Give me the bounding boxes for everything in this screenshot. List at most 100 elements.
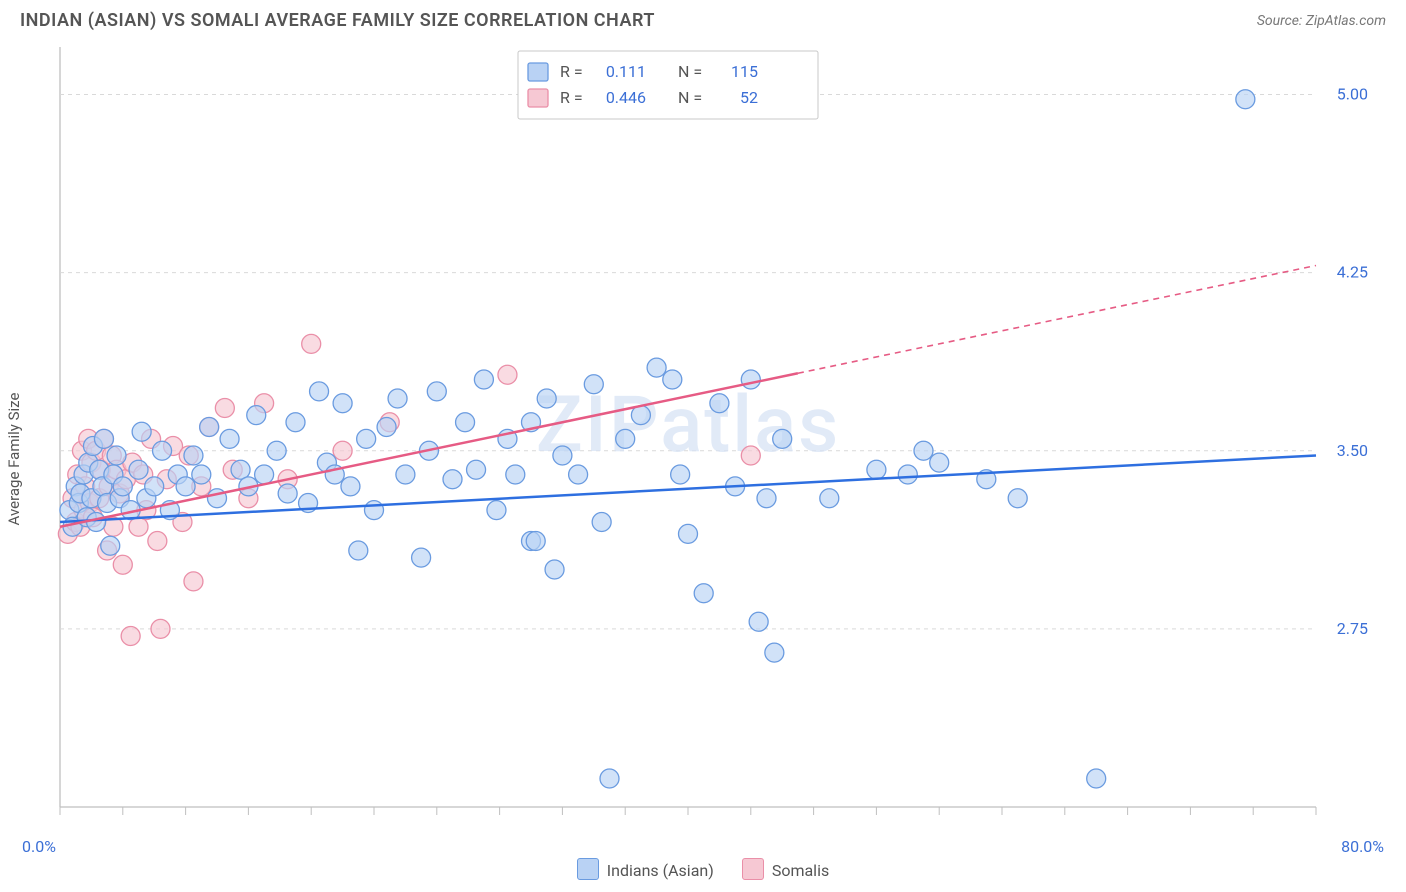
data-point: [506, 465, 525, 484]
stat-r-label: R =: [560, 62, 583, 81]
data-point: [145, 477, 164, 496]
data-point: [456, 413, 475, 432]
legend-label: Indians (Asian): [607, 861, 714, 880]
data-point: [310, 382, 329, 401]
data-point: [710, 394, 729, 413]
data-point: [148, 532, 167, 551]
data-point: [333, 394, 352, 413]
legend-item-somalis: Somalis: [742, 858, 829, 880]
data-point: [663, 370, 682, 389]
data-point: [898, 465, 917, 484]
data-point: [151, 619, 170, 638]
data-point: [357, 429, 376, 448]
data-point: [184, 572, 203, 591]
data-point: [192, 465, 211, 484]
y-axis-label: Average Family Size: [5, 392, 23, 525]
data-point: [584, 375, 603, 394]
data-point: [129, 460, 148, 479]
legend-swatch: [577, 858, 599, 880]
stats-legend-box: R = 0.111 N = 115 R = 0.446 N = 52: [518, 51, 818, 119]
data-point: [694, 584, 713, 603]
stat-n-label: N =: [678, 88, 702, 107]
y-tick-label: 3.50: [1337, 441, 1368, 460]
data-point: [349, 541, 368, 560]
data-point: [867, 460, 886, 479]
data-point: [671, 465, 690, 484]
chart-title: INDIAN (ASIAN) VS SOMALI AVERAGE FAMILY …: [20, 10, 655, 31]
data-point: [121, 627, 140, 646]
legend-bottom: Indians (Asian) Somalis: [20, 858, 1386, 880]
data-point: [592, 513, 611, 532]
data-point: [341, 477, 360, 496]
data-point: [647, 358, 666, 377]
data-point: [94, 429, 113, 448]
data-point: [396, 465, 415, 484]
data-point: [820, 489, 839, 508]
data-point: [749, 612, 768, 631]
data-point: [757, 489, 776, 508]
trend-line-somalis-extrapolated: [798, 266, 1316, 374]
stat-r-value: 0.111: [606, 62, 646, 81]
data-point: [286, 413, 305, 432]
y-tick-label: 4.25: [1337, 263, 1368, 282]
stat-r-value: 0.446: [606, 88, 646, 107]
data-point: [545, 560, 564, 579]
legend-item-indians: Indians (Asian): [577, 858, 714, 880]
data-point: [930, 453, 949, 472]
data-point: [773, 429, 792, 448]
data-point: [474, 370, 493, 389]
data-point: [220, 429, 239, 448]
data-point: [412, 548, 431, 567]
data-point: [526, 532, 545, 551]
data-point: [302, 334, 321, 353]
data-point: [365, 501, 384, 520]
data-point: [443, 470, 462, 489]
data-point: [1008, 489, 1027, 508]
data-point: [278, 484, 297, 503]
data-point: [498, 365, 517, 384]
data-point: [267, 441, 286, 460]
x-axis-min-label: 0.0%: [22, 837, 56, 856]
stat-n-value: 115: [731, 62, 758, 81]
stat-n-label: N =: [678, 62, 702, 81]
stat-r-label: R =: [560, 88, 583, 107]
legend-swatch: [528, 89, 548, 107]
y-tick-label: 2.75: [1337, 619, 1368, 638]
data-point: [113, 477, 132, 496]
data-point: [255, 465, 274, 484]
data-point: [569, 465, 588, 484]
data-point: [741, 446, 760, 465]
data-point: [600, 769, 619, 788]
data-point: [741, 370, 760, 389]
stat-n-value: 52: [740, 88, 758, 107]
data-point: [107, 446, 126, 465]
data-point: [553, 446, 572, 465]
data-point: [388, 389, 407, 408]
data-point: [153, 441, 172, 460]
data-point: [1087, 769, 1106, 788]
legend-label: Somalis: [772, 861, 829, 880]
data-point: [914, 441, 933, 460]
data-point: [176, 477, 195, 496]
data-point: [200, 418, 219, 437]
data-point: [113, 555, 132, 574]
data-point: [487, 501, 506, 520]
data-point: [377, 418, 396, 437]
legend-swatch: [528, 63, 548, 81]
data-point: [215, 399, 234, 418]
data-point: [427, 382, 446, 401]
data-point: [537, 389, 556, 408]
data-point: [247, 406, 266, 425]
data-point: [467, 460, 486, 479]
x-axis-max-label: 80.0%: [1341, 837, 1384, 856]
data-point: [765, 643, 784, 662]
watermark: ZIPatlas: [536, 380, 841, 471]
correlation-scatter-chart: 2.753.504.255.00ZIPatlasR =0.111N =115R …: [20, 37, 1386, 837]
legend-swatch: [742, 858, 764, 880]
data-point: [101, 536, 120, 555]
data-point: [679, 524, 698, 543]
data-point: [87, 513, 106, 532]
data-point: [132, 422, 151, 441]
data-point: [616, 429, 635, 448]
source-attribution: Source: ZipAtlas.com: [1257, 13, 1386, 29]
